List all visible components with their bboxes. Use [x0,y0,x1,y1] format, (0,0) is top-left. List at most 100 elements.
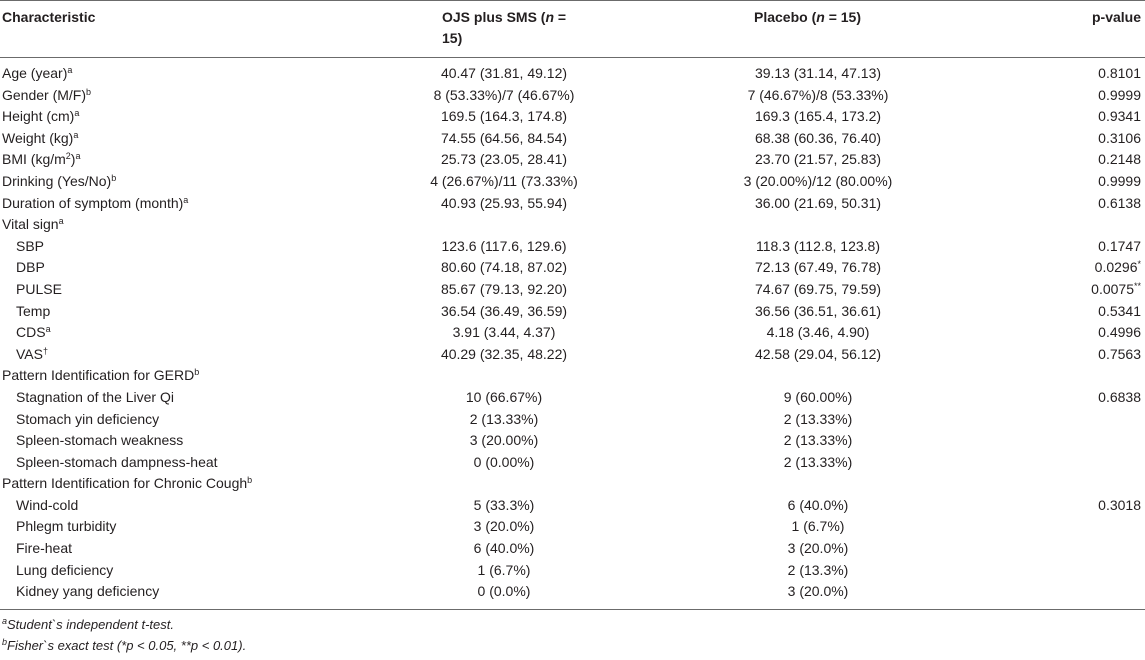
table-row: Pattern Identification for Chronic Cough… [0,473,1145,495]
row-label: PULSE [16,280,62,297]
cell-placebo: 74.67 (69.75, 79.59) [754,280,882,297]
header-ojs-sms: OJS plus SMS (n = 15) [442,9,567,46]
cell-pvalue: 0.2148 [1098,151,1141,168]
cell-placebo: 36.00 (21.69, 50.31) [754,194,882,211]
footnote: bFisher`s exact test (*p < 0.05, **p < 0… [2,636,247,653]
cell-ojs-sms: 8 (53.33%)/7 (46.67%) [433,86,575,103]
cell-ojs-sms: 80.60 (74.18, 87.02) [440,259,568,276]
cell-placebo: 2 (13.3%) [787,561,849,578]
cell-pvalue: 0.9341 [1098,108,1141,125]
cell-pvalue: 0.6138 [1098,194,1141,211]
cell-placebo: 6 (40.0%) [787,496,849,513]
cell-pvalue: 0.3106 [1098,129,1141,146]
row-label: Pattern Identification for GERDb [2,367,200,384]
row-label: Gender (M/F)b [2,86,92,103]
header-placebo: Placebo (n = 15) [754,9,862,25]
cell-ojs-sms: 169.5 (164.3, 174.8) [440,108,568,125]
cell-placebo: 9 (60.00%) [783,388,853,405]
row-label: Temp [16,302,51,319]
table-row: Temp 36.54 (36.49, 36.59) 36.56 (36.51, 36… [0,301,1145,323]
row-label: Kidney yang deficiency [16,583,160,600]
table-row: Vital signa [0,214,1145,236]
cell-ojs-sms: 4 (26.67%)/11 (73.33%) [430,172,578,189]
table-row: Weight (kg)a 74.55 (64.56, 84.54) 68.38 (6… [0,128,1145,150]
cell-pvalue: 0.4996 [1098,324,1141,341]
row-label: Wind-cold [16,496,79,513]
row-label: Fire-heat [16,540,73,557]
row-label: Pattern Identification for Chronic Cough… [2,475,253,492]
cell-ojs-sms: 40.29 (32.35, 48.22) [440,345,568,362]
row-label: VAS† [16,345,48,362]
table-header: Characteristic OJS plus SMS (n = 15) Plac… [0,0,1145,58]
cell-placebo: 169.3 (165.4, 173.2) [754,108,882,125]
table-body: Age (year)a 40.47 (31.81, 49.12) 39.13 (31… [0,58,1145,610]
table-row: Drinking (Yes/No)b 4 (26.67%)/11 (73.33%)… [0,171,1145,193]
row-label: Height (cm)a [2,108,80,125]
cell-ojs-sms: 2 (13.33%) [469,410,539,427]
cell-ojs-sms: 1 (6.7%) [477,561,531,578]
table-row: CDSa 3.91 (3.44, 4.37) 4.18 (3.46, 4.90) 0.… [0,322,1145,344]
row-label: DBP [16,259,45,276]
row-label: Lung deficiency [16,561,114,578]
table-row: SBP 123.6 (117.6, 129.6) 118.3 (112.8, 123… [0,236,1145,258]
cell-pvalue: 0.9999 [1098,86,1141,103]
table-row: Spleen-stomach weakness 3 (20.00%) 2 (13.3… [0,430,1145,452]
table-row: Lung deficiency 1 (6.7%) 2 (13.3%) [0,560,1145,582]
cell-ojs-sms: 40.93 (25.93, 55.94) [440,194,568,211]
cell-ojs-sms: 3 (20.00%) [469,432,539,449]
cell-ojs-sms: 36.54 (36.49, 36.59) [440,302,568,319]
table-row: DBP 80.60 (74.18, 87.02) 72.13 (67.49, 76.… [0,257,1145,279]
cell-placebo: 3 (20.00%)/12 (80.00%) [743,172,893,189]
table-row: Stagnation of the Liver Qi 10 (66.67%) 9 (… [0,387,1145,409]
cell-ojs-sms: 74.55 (64.56, 84.54) [440,129,568,146]
cell-placebo: 23.70 (21.57, 25.83) [754,151,882,168]
table-row: Fire-heat 6 (40.0%) 3 (20.0%) [0,538,1145,560]
cell-pvalue: 0.0075** [1091,280,1141,297]
table-footnotes: aStudent`s independent t-test. bFisher`s … [0,610,1145,656]
cell-ojs-sms: 5 (33.3%) [473,496,535,513]
cell-placebo: 2 (13.33%) [783,432,853,449]
cell-ojs-sms: 0 (0.00%) [473,453,535,470]
cell-pvalue: 0.3018 [1098,496,1141,513]
table-row: BMI (kg/m2)a 25.73 (23.05, 28.41) 23.70 (2… [0,149,1145,171]
row-label: Spleen-stomach weakness [16,432,184,449]
cell-pvalue: 0.1747 [1098,237,1141,254]
row-label: Stagnation of the Liver Qi [16,388,174,405]
cell-placebo: 68.38 (60.36, 76.40) [754,129,882,146]
cell-placebo: 3 (20.0%) [787,583,849,600]
cell-pvalue: 0.0296* [1094,259,1141,276]
table-row: Height (cm)a 169.5 (164.3, 174.8) 169.3 (1… [0,106,1145,128]
cell-pvalue: 0.6838 [1098,388,1141,405]
footnote: aStudent`s independent t-test. [2,615,174,632]
cell-ojs-sms: 85.67 (79.13, 92.20) [440,280,568,297]
table-row: Kidney yang deficiency 0 (0.0%) 3 (20.0%) [0,581,1145,603]
row-label: Spleen-stomach dampness-heat [16,453,218,470]
row-label: Drinking (Yes/No)b [2,172,117,189]
cell-pvalue: 0.7563 [1098,345,1141,362]
row-label: Phlegm turbidity [16,518,117,535]
cell-ojs-sms: 10 (66.67%) [465,388,543,405]
cell-placebo: 2 (13.33%) [783,410,853,427]
cell-pvalue: 0.8101 [1098,65,1141,81]
row-label: SBP [16,237,45,254]
table-row: VAS† 40.29 (32.35, 48.22) 42.58 (29.04, 56… [0,344,1145,366]
cell-ojs-sms: 6 (40.0%) [473,540,535,557]
row-label: Vital signa [2,216,64,233]
cell-ojs-sms: 3.91 (3.44, 4.37) [452,324,556,341]
table-row: Age (year)a 40.47 (31.81, 49.12) 39.13 (31… [0,63,1145,85]
cell-pvalue: 0.5341 [1098,302,1141,319]
cell-placebo: 4.18 (3.46, 4.90) [766,324,870,341]
row-label: Stomach yin deficiency [16,410,160,427]
table-row: Duration of symptom (month)a 40.93 (25.93… [0,193,1145,215]
row-label: BMI (kg/m2)a [2,151,81,168]
table-row: Wind-cold 5 (33.3%) 6 (40.0%) 0.3018 [0,495,1145,517]
cell-placebo: 42.58 (29.04, 56.12) [754,345,882,362]
header-characteristic: Characteristic [2,9,96,25]
cell-placebo: 2 (13.33%) [783,453,853,470]
header-pvalue: p-value [1091,9,1141,25]
row-label: CDSa [16,324,51,341]
cell-placebo: 39.13 (31.14, 47.13) [754,65,882,81]
row-label: Age (year)a [2,65,73,81]
table-row: Pattern Identification for GERDb [0,365,1145,387]
